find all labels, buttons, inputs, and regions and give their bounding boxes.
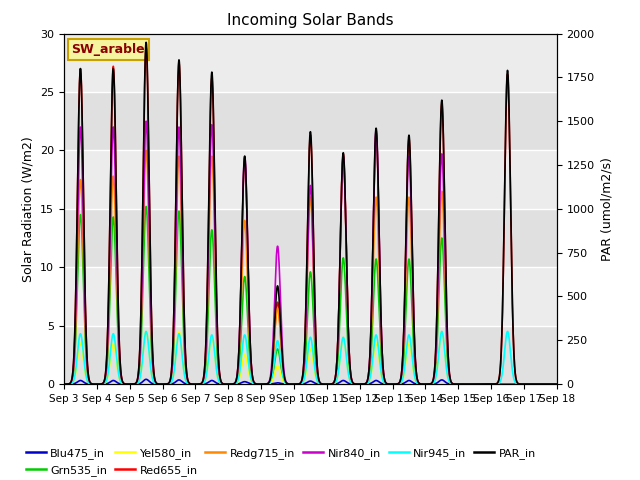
Bar [64, 325, 557, 384]
Text: SW_arable: SW_arable [72, 43, 145, 56]
Bar [64, 267, 557, 325]
Bar [64, 209, 557, 267]
Y-axis label: Solar Radiation (W/m2): Solar Radiation (W/m2) [22, 136, 35, 282]
Y-axis label: PAR (umol/m2/s): PAR (umol/m2/s) [600, 157, 613, 261]
Bar [64, 34, 557, 92]
Legend: Blu475_in, Grn535_in, Yel580_in, Red655_in, Redg715_in, Nir840_in, Nir945_in, PA: Blu475_in, Grn535_in, Yel580_in, Red655_… [22, 444, 540, 480]
Bar [64, 150, 557, 209]
Title: Incoming Solar Bands: Incoming Solar Bands [227, 13, 394, 28]
Bar [64, 92, 557, 150]
